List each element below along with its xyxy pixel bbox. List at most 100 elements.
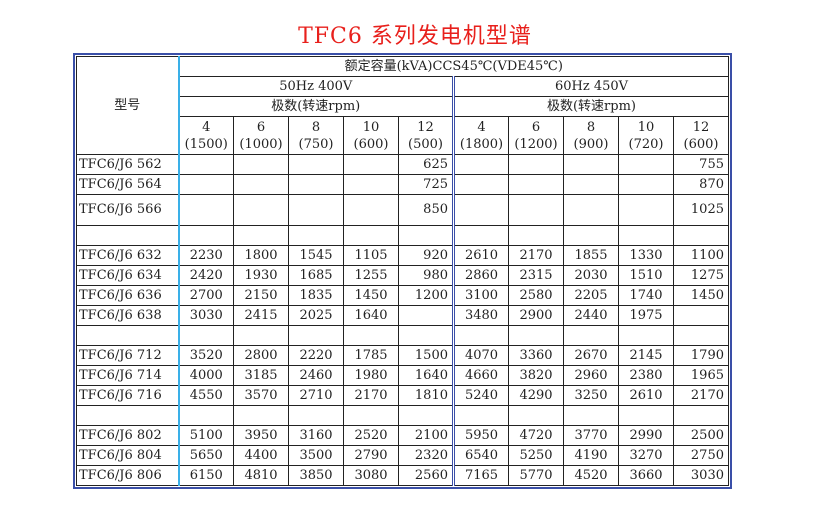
capacity-60hz-cell: 870: [673, 174, 729, 195]
capacity-60hz-cell: [673, 325, 729, 346]
pole-column-header: 8 (750): [288, 116, 344, 155]
capacity-50hz-cell: 1785: [343, 345, 399, 366]
capacity-60hz-cell: 5950: [453, 425, 509, 446]
capacity-60hz-cell: 2610: [618, 385, 674, 406]
capacity-60hz-cell: 7165: [453, 465, 509, 486]
capacity-60hz-cell: 755: [673, 154, 729, 175]
capacity-60hz-cell: [673, 405, 729, 426]
capacity-50hz-cell: 1450: [343, 285, 399, 306]
pole-rpm: (500): [408, 136, 443, 152]
model-cell: TFC6/J6 632: [76, 245, 180, 266]
model-cell: TFC6/J6 566: [76, 194, 180, 226]
capacity-50hz-cell: [178, 174, 234, 195]
capacity-60hz-cell: [453, 174, 509, 195]
capacity-60hz-cell: 3820: [508, 365, 564, 386]
capacity-60hz-cell: [618, 194, 674, 226]
capacity-50hz-cell: 1980: [343, 365, 399, 386]
model-cell: TFC6/J6 638: [76, 305, 180, 326]
capacity-60hz-cell: [453, 194, 509, 226]
capacity-60hz-cell: [563, 194, 619, 226]
capacity-50hz-cell: 4550: [178, 385, 234, 406]
capacity-50hz-cell: 1800: [233, 245, 289, 266]
table-row: TFC6/J6 562 625 755: [76, 154, 729, 175]
capacity-50hz-cell: 4810: [233, 465, 289, 486]
capacity-50hz-cell: 2100: [398, 425, 455, 446]
capacity-60hz-cell: 3250: [563, 385, 619, 406]
spacer-row: [76, 325, 729, 346]
model-cell: TFC6/J6 714: [76, 365, 180, 386]
pole-rpm: (600): [353, 136, 389, 152]
table-row: TFC6/J6 714 4000 3185 2460 1980 1640 4660 3820 2…: [76, 365, 729, 386]
capacity-60hz-cell: [453, 405, 509, 426]
pole-rpm: (750): [298, 136, 334, 152]
model-cell: TFC6/J6 806: [76, 465, 180, 486]
capacity-50hz-cell: 1930: [233, 265, 289, 286]
capacity-50hz-cell: 2520: [343, 425, 399, 446]
capacity-50hz-cell: [233, 405, 289, 426]
pole-rpm: (720): [628, 136, 664, 152]
model-cell: TFC6/J6 802: [76, 425, 180, 446]
model-cell: TFC6/J6 636: [76, 285, 180, 306]
capacity-60hz-cell: 2170: [508, 245, 564, 266]
capacity-50hz-cell: [178, 225, 234, 246]
capacity-60hz-cell: 2380: [618, 365, 674, 386]
pole-column-header: 4 (1500): [178, 116, 234, 155]
capacity-60hz-cell: 2610: [453, 245, 509, 266]
capacity-60hz-cell: 5240: [453, 385, 509, 406]
capacity-60hz-cell: 4290: [508, 385, 564, 406]
capacity-50hz-cell: 1500: [398, 345, 455, 366]
capacity-60hz-cell: 4070: [453, 345, 509, 366]
capacity-60hz-cell: 6540: [453, 445, 509, 466]
pole-count: 4: [202, 119, 211, 135]
pole-column-header: 4 (1800): [453, 116, 509, 155]
capacity-50hz-cell: [343, 174, 399, 195]
capacity-50hz-cell: 2220: [288, 345, 344, 366]
capacity-50hz-cell: [288, 174, 344, 195]
pole-count: 10: [362, 119, 380, 135]
capacity-50hz-cell: 625: [398, 154, 455, 175]
capacity-50hz-cell: [233, 225, 289, 246]
capacity-50hz-cell: 1685: [288, 265, 344, 286]
capacity-50hz-cell: 5650: [178, 445, 234, 466]
capacity-60hz-cell: [563, 225, 619, 246]
capacity-50hz-cell: [288, 225, 344, 246]
capacity-50hz-cell: [178, 194, 234, 226]
capacity-60hz-cell: 2170: [673, 385, 729, 406]
capacity-50hz-cell: 980: [398, 265, 455, 286]
capacity-60hz-cell: [453, 225, 509, 246]
capacity-60hz-cell: [508, 194, 564, 226]
capacity-60hz-cell: 1975: [618, 305, 674, 326]
spacer-row: [76, 405, 729, 426]
capacity-60hz-cell: 3770: [563, 425, 619, 446]
capacity-60hz-cell: [508, 154, 564, 175]
model-cell: TFC6/J6 562: [76, 154, 180, 175]
capacity-50hz-cell: 2025: [288, 305, 344, 326]
pole-count: 12: [692, 119, 710, 135]
capacity-60hz-cell: [563, 174, 619, 195]
capacity-60hz-cell: [508, 174, 564, 195]
pole-rpm: (1200): [514, 136, 558, 152]
capacity-50hz-cell: 2790: [343, 445, 399, 466]
pole-count: 6: [256, 119, 266, 135]
table-row: TFC6/J6 712 3520 2800 2220 1785 1500 4070 3360 2…: [76, 345, 729, 366]
capacity-60hz-cell: 2990: [618, 425, 674, 446]
pole-count: 12: [417, 119, 434, 135]
poles-60hz-header: 极数(转速rpm): [453, 96, 729, 117]
capacity-60hz-cell: [618, 154, 674, 175]
capacity-50hz-cell: 2150: [233, 285, 289, 306]
capacity-50hz-cell: 2170: [343, 385, 399, 406]
capacity-60hz-cell: 4720: [508, 425, 564, 446]
capacity-50hz-cell: [288, 325, 344, 346]
capacity-60hz-cell: 2145: [618, 345, 674, 366]
capacity-60hz-cell: 2315: [508, 265, 564, 286]
capacity-50hz-cell: [288, 154, 344, 175]
capacity-60hz-cell: 3360: [508, 345, 564, 366]
capacity-50hz-cell: 1255: [343, 265, 399, 286]
capacity-60hz-cell: 4190: [563, 445, 619, 466]
table-row: TFC6/J6 806 6150 4810 3850 3080 2560 7165 5770 4…: [76, 465, 729, 486]
capacity-50hz-cell: 5100: [178, 425, 234, 446]
capacity-60hz-cell: 1510: [618, 265, 674, 286]
capacity-50hz-cell: 3185: [233, 365, 289, 386]
capacity-60hz-cell: 2960: [563, 365, 619, 386]
capacity-50hz-cell: [398, 325, 455, 346]
